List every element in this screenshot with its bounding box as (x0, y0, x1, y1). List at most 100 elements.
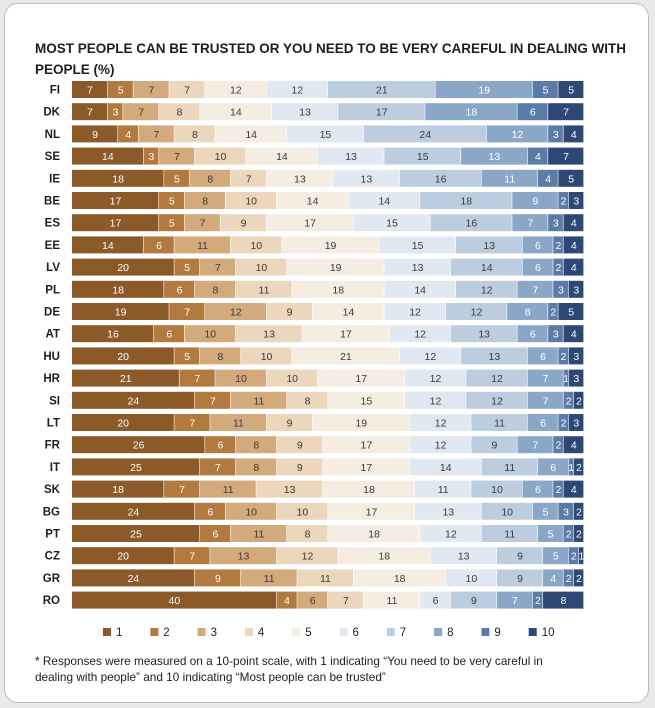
data-label: 14 (481, 262, 493, 274)
data-label: 20 (117, 418, 129, 430)
bar-segment (322, 480, 415, 498)
data-label: 2 (576, 395, 582, 407)
data-label: 13 (345, 151, 357, 163)
bar-segment (276, 591, 297, 609)
bar-segment (118, 125, 138, 143)
chart-title-line2: PEOPLE (%) (35, 62, 115, 77)
bar-segment (169, 81, 205, 98)
legend-label: 6 (353, 627, 359, 639)
bar-segment (194, 280, 236, 298)
data-label: 16 (435, 173, 447, 185)
bar-segment (543, 569, 563, 587)
bar-segment (415, 502, 481, 520)
data-label: 2 (566, 395, 572, 407)
bar-segment (72, 147, 144, 165)
data-label: 13 (284, 484, 296, 496)
data-label: 21 (376, 85, 388, 97)
data-label: 10 (286, 373, 298, 385)
bar-segment (420, 192, 512, 209)
bar-segment (266, 414, 313, 431)
data-label: 6 (530, 329, 536, 341)
data-label: 2 (566, 529, 572, 541)
data-label: 12 (435, 440, 447, 452)
data-label: 16 (107, 329, 119, 341)
data-label: 10 (501, 506, 513, 518)
data-label: 5 (184, 262, 190, 274)
data-label: 10 (261, 351, 273, 363)
data-label: 7 (527, 218, 533, 230)
bar-segment (558, 81, 584, 98)
bar-segment (72, 480, 164, 498)
data-label: 6 (156, 240, 162, 252)
data-label: 6 (218, 440, 224, 452)
data-label: 6 (433, 595, 439, 607)
data-label: 8 (305, 529, 311, 541)
data-label: 6 (535, 240, 541, 252)
bar-segment (517, 280, 553, 298)
data-label: 5 (169, 218, 175, 230)
bar-segment (230, 391, 287, 409)
data-label: 12 (512, 129, 524, 141)
bar-segment (543, 591, 584, 609)
bar-segment (72, 502, 195, 520)
bar-segment (194, 502, 225, 520)
data-label: 2 (576, 462, 582, 474)
bar-segment (409, 414, 471, 431)
bar-segment (527, 414, 558, 431)
data-label: 8 (305, 395, 311, 407)
bar-segment (456, 280, 517, 298)
bar-segment (522, 258, 553, 276)
data-label: 8 (177, 107, 183, 119)
data-label: 18 (378, 551, 390, 563)
bar-segment (415, 480, 471, 498)
bar-segment (496, 591, 533, 609)
data-label: 7 (87, 107, 93, 119)
bar-segment (72, 103, 108, 121)
bar-segment (72, 325, 154, 343)
bar-segment (450, 325, 517, 343)
bar-segment (399, 347, 461, 365)
data-label: 5 (169, 196, 175, 208)
data-label: 2 (576, 506, 582, 518)
data-label: 3 (573, 351, 579, 363)
bar-segment (276, 436, 323, 454)
bar-segment (379, 236, 456, 254)
legend-swatch (292, 628, 301, 636)
bar-segment (72, 169, 164, 187)
bar-segment (527, 369, 563, 387)
data-label: 9 (517, 573, 523, 585)
bar-segment (481, 525, 538, 542)
data-label: 18 (112, 284, 124, 296)
bar-segment (404, 369, 466, 387)
bar-segment (174, 347, 200, 365)
bar-segment (174, 258, 200, 276)
data-label: 4 (571, 329, 577, 341)
data-label: 2 (566, 573, 572, 585)
bar-segment (312, 303, 384, 320)
data-label: 7 (210, 395, 216, 407)
bar-segment (220, 214, 266, 232)
bar-segment (184, 325, 236, 343)
data-label: 40 (169, 595, 181, 607)
bar-segment (205, 81, 266, 98)
data-label: 14 (378, 196, 390, 208)
data-label: 8 (253, 440, 259, 452)
legend-swatch (386, 628, 395, 636)
data-label: 2 (550, 307, 556, 319)
data-label: 19 (325, 240, 337, 252)
data-label: 5 (548, 529, 554, 541)
data-label: 8 (218, 351, 224, 363)
data-label: 11 (320, 573, 331, 585)
data-label: 18 (332, 284, 344, 296)
bar-segment (266, 303, 313, 320)
data-label: 10 (204, 329, 216, 341)
data-label: 13 (442, 506, 454, 518)
legend-swatch (197, 628, 206, 636)
bar-segment (317, 369, 405, 387)
bar-segment (287, 391, 328, 409)
bar-segment (72, 214, 159, 232)
bar-segment (338, 103, 425, 121)
bar-segment (548, 214, 563, 232)
bar-segment (348, 192, 420, 209)
data-label: 7 (543, 395, 549, 407)
